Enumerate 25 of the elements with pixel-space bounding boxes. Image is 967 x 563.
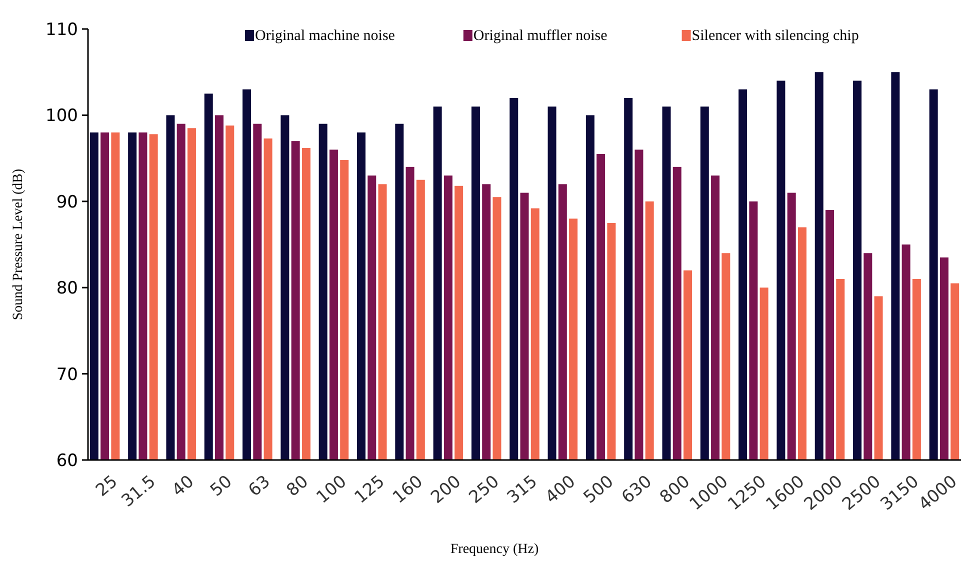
y-tick-label: 80 — [56, 278, 78, 299]
x-tick-label: 400 — [542, 472, 580, 508]
x-axis-title: Frequency (Hz) — [450, 542, 539, 557]
y-tick-label: 110 — [46, 20, 78, 40]
x-tick-label: 80 — [282, 472, 312, 501]
legend-label: Original machine noise — [255, 28, 396, 44]
x-tick-label: 630 — [618, 472, 656, 508]
x-tick-label: 500 — [580, 472, 618, 508]
x-tick-label: 125 — [351, 472, 389, 508]
x-tick-label: 40 — [168, 472, 198, 501]
x-tick-label: 100 — [312, 472, 351, 508]
x-tick-label: 25 — [92, 472, 122, 501]
y-axis-title: Sound Pressure Level (dB) — [11, 168, 26, 320]
legend-label: Original muffler noise — [473, 28, 608, 44]
y-tick-label: 100 — [46, 106, 78, 126]
legend-label: Silencer with silencing chip — [692, 28, 859, 44]
y-tick-label: 70 — [56, 364, 78, 385]
x-tick-label: 250 — [465, 472, 504, 508]
x-tick-label: 315 — [504, 472, 542, 508]
x-tick-label: 200 — [427, 472, 466, 508]
y-tick-label: 60 — [56, 450, 78, 471]
x-tick-label: 160 — [389, 472, 427, 508]
x-tick-label: 50 — [206, 472, 236, 501]
x-tick-label: 63 — [244, 472, 274, 501]
y-tick-label: 90 — [56, 192, 78, 212]
